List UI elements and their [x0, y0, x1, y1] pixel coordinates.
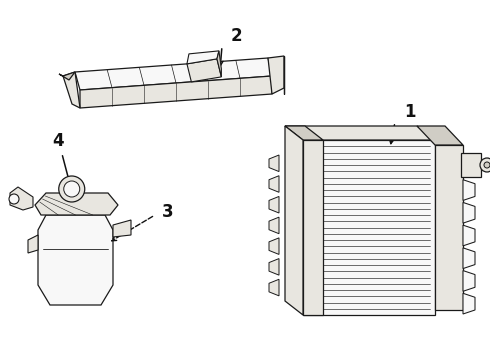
Polygon shape	[463, 180, 475, 201]
Circle shape	[64, 181, 80, 197]
Polygon shape	[187, 51, 219, 64]
Text: 4: 4	[52, 132, 64, 150]
Text: 3: 3	[162, 203, 174, 221]
Text: 2: 2	[230, 27, 242, 45]
Polygon shape	[217, 51, 221, 77]
Polygon shape	[269, 279, 279, 296]
Polygon shape	[38, 215, 113, 305]
Text: 1: 1	[404, 103, 416, 121]
Polygon shape	[269, 197, 279, 213]
Polygon shape	[285, 126, 323, 140]
Circle shape	[484, 162, 490, 168]
Polygon shape	[463, 202, 475, 223]
Polygon shape	[80, 76, 272, 108]
Polygon shape	[63, 72, 80, 108]
Polygon shape	[28, 235, 38, 253]
Polygon shape	[269, 258, 279, 275]
Polygon shape	[435, 145, 463, 310]
Polygon shape	[285, 126, 435, 140]
Polygon shape	[268, 56, 284, 94]
Polygon shape	[303, 140, 435, 315]
Polygon shape	[187, 59, 221, 82]
Polygon shape	[463, 293, 475, 314]
Polygon shape	[269, 238, 279, 255]
Circle shape	[9, 194, 19, 204]
Polygon shape	[417, 126, 463, 145]
Polygon shape	[463, 248, 475, 269]
Polygon shape	[10, 187, 33, 210]
Polygon shape	[463, 225, 475, 246]
Polygon shape	[285, 126, 303, 315]
Polygon shape	[303, 140, 323, 315]
Polygon shape	[463, 271, 475, 291]
Polygon shape	[59, 72, 75, 80]
Polygon shape	[461, 153, 481, 177]
Circle shape	[480, 158, 490, 172]
Polygon shape	[35, 193, 118, 215]
Circle shape	[59, 176, 85, 202]
Polygon shape	[75, 58, 272, 90]
Polygon shape	[463, 157, 475, 178]
Polygon shape	[269, 217, 279, 234]
Polygon shape	[269, 155, 279, 172]
Polygon shape	[113, 220, 131, 237]
Polygon shape	[269, 176, 279, 192]
